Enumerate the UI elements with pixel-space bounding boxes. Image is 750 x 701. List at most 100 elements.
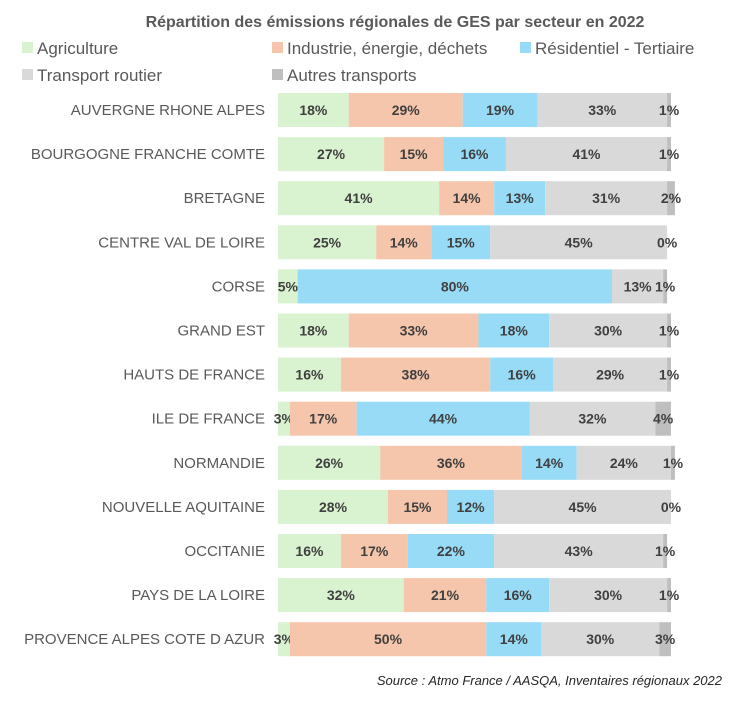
category-label: OCCITANIE [184,543,265,560]
data-label: 44% [429,411,458,427]
bar-segment [356,401,530,436]
bar-segment [541,622,660,657]
bar-segment [612,269,664,304]
data-label: 16% [508,367,537,383]
data-label: 21% [431,587,460,603]
bar-segment [462,93,538,127]
bar-segment [297,269,613,304]
data-label: 30% [586,631,615,647]
bar-row: BRETAGNE 41% 14% 13% 31% 2% [184,181,682,216]
bar-segment [278,401,290,436]
data-label: 32% [578,411,607,427]
data-label: 14% [500,631,529,647]
category-label: CORSE [212,278,265,295]
data-label: 43% [565,543,594,559]
bar-segment [521,445,577,480]
bar-segment [667,313,671,348]
bar-segment [576,445,671,480]
bar-segment [671,445,675,480]
bar-row: BOURGOGNE FRANCHE COMTE 27% 15% 16% 41% 1% [31,137,680,172]
bar-segment [659,622,671,657]
bar-segment [446,489,495,524]
legend-swatch [272,69,283,80]
data-label: 1% [659,146,680,162]
legend-item: Industrie, énergie, déchets [272,39,487,58]
data-label: 2% [661,190,682,206]
bar-segment [667,93,671,127]
data-label: 41% [345,190,374,206]
bar-row: NORMANDIE 26% 36% 14% 24% 1% [173,445,684,480]
data-label: 45% [565,234,594,250]
bar-segment [545,181,668,216]
legend-item: Résidentiel - Tertiaire [520,39,694,58]
bar-segment [278,225,377,260]
data-label: 3% [655,631,676,647]
data-label: 15% [400,146,429,162]
legend-swatch [520,42,531,53]
bar-segment [490,225,668,260]
data-label: 16% [295,367,324,383]
data-label: 17% [360,543,389,559]
bar-segment [384,137,444,172]
data-label: 41% [572,146,601,162]
data-label: 4% [653,411,674,427]
bar-segment [278,357,341,392]
data-label: 32% [327,587,356,603]
data-label: 5% [278,278,299,294]
bar-segment [348,313,479,348]
data-label: 0% [661,499,682,515]
legend-swatch [272,42,283,53]
data-label: 33% [588,102,617,118]
bar-row: AUVERGNE RHONE ALPES 18% 29% 19% 33% 1% [71,93,680,127]
bar-segment [494,534,664,568]
category-label: PROVENCE ALPES COTE D AZUR [24,631,265,648]
bar-row: CENTRE VAL DE LOIRE 25% 14% 15% 45% 0% [98,225,678,260]
legend-item: Transport routier [22,66,162,85]
data-label: 14% [535,455,564,471]
source-note: Source : Atmo France / AASQA, Inventaire… [377,673,723,688]
category-label: ILE DE FRANCE [152,411,265,428]
bar-row: PAYS DE LA LOIRE 32% 21% 16% 30% 1% [131,578,680,613]
data-label: 18% [500,323,529,339]
legend-item: Autres transports [272,66,416,85]
category-label: PAYS DE LA LOIRE [131,587,265,604]
data-label: 1% [659,367,680,383]
data-label: 16% [504,587,533,603]
data-label: 24% [610,455,639,471]
legend-label: Industrie, énergie, déchets [287,39,487,58]
bar-segment [494,489,671,524]
data-label: 1% [659,102,680,118]
bar-segment [439,181,495,216]
legend-swatch [22,42,33,53]
data-label: 38% [402,367,431,383]
bar-segment [289,622,487,657]
data-label: 18% [299,102,328,118]
bar-row: GRAND EST 18% 33% 18% 30% 1% [177,313,680,348]
bar-segment [494,181,546,216]
bar-segment [667,357,671,392]
bar-segment [376,225,432,260]
bar-segment [486,578,550,613]
data-label: 14% [453,190,482,206]
data-label: 17% [309,411,338,427]
category-label: GRAND EST [177,323,265,340]
bar-segment [663,269,668,304]
bar-row: HAUTS DE FRANCE 16% 38% 16% 29% 1% [123,357,680,392]
legend-label: Résidentiel - Tertiaire [535,39,694,58]
bar-segment [667,578,671,613]
category-label: AUVERGNE RHONE ALPES [71,102,265,119]
category-label: BRETAGNE [184,190,265,207]
bar-segment [278,313,349,348]
bar-segment [278,534,341,568]
data-label: 12% [457,499,486,515]
bar-segment [278,181,440,216]
data-label: 29% [596,367,625,383]
data-label: 50% [374,631,403,647]
bar-segment [663,534,668,568]
bar-segment [388,489,447,524]
bar-row: ILE DE FRANCE 3% 17% 44% 32% 4% [152,401,674,436]
legend-label: Agriculture [37,39,118,58]
data-label: 14% [390,234,419,250]
data-label: 16% [295,543,324,559]
bar-segment [348,93,463,127]
